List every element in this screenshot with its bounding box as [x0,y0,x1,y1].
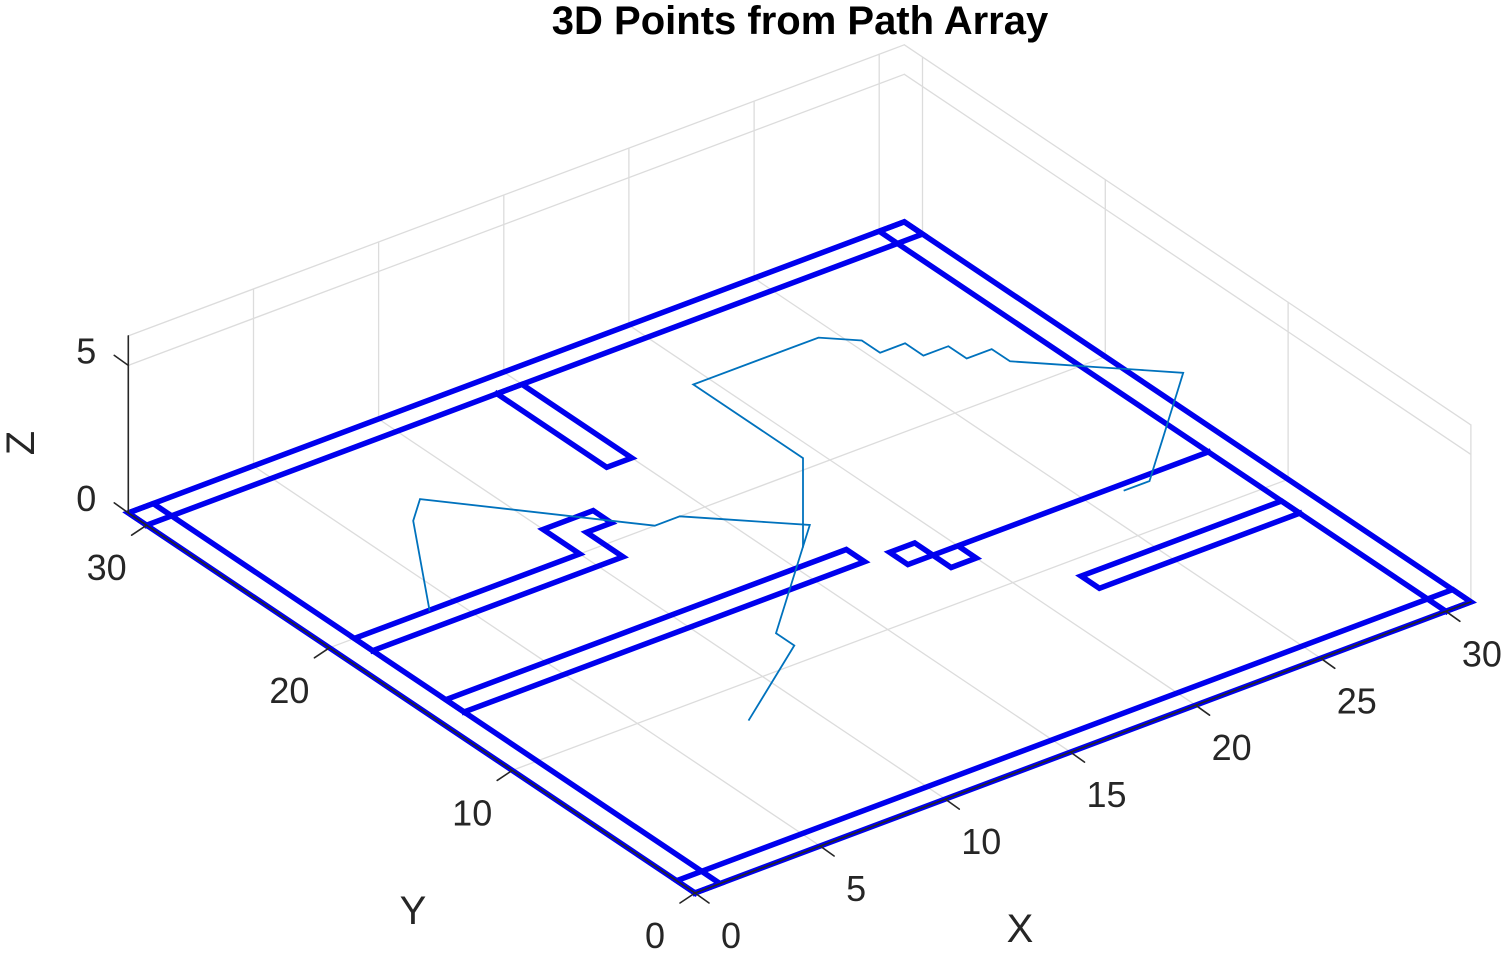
axis-layer: 0 5 10 15 20 25 30 0 10 20 30 0 5 [76,330,1502,956]
wall-inner-b [348,507,629,655]
x-tick-label-15: 15 [1086,774,1126,815]
grid-line-x-20 [628,324,1197,706]
grid-line-x-5 [252,465,821,847]
path-series-2 [412,498,812,612]
x-axis-line [694,601,1472,894]
y-axis-label: Y [400,889,427,933]
x-tick-20 [1194,704,1211,717]
box-top-edge-side [903,44,1472,426]
x-tick-25 [1320,657,1336,670]
z-tick-label-5: 5 [76,330,96,371]
wall-inner-c [493,381,638,471]
x-tick-label-20: 20 [1212,727,1252,768]
wall-inner-d [1075,497,1304,592]
x-tick-10 [944,798,961,810]
wall-outer-left [122,500,726,897]
y-tick-20 [313,646,331,659]
wall-inner-e [883,448,1212,571]
grid-side-z-5 [903,73,1472,456]
path-series-1 [691,336,1185,722]
x-tick-label-10: 10 [961,821,1001,862]
x-tick-label-0: 0 [721,915,741,956]
box-top-edge-back [127,44,905,337]
wall-outer-bottom [670,586,1477,897]
x-tick-0 [694,892,710,904]
x-tick-label-25: 25 [1337,680,1377,721]
y-tick-label-10: 10 [452,792,492,833]
z-tick-label-0: 0 [76,478,96,519]
x-tick-15 [1069,751,1086,763]
z-tick-5 [113,354,130,367]
path-layer [412,336,1185,722]
y-tick-30 [130,524,148,537]
x-tick-5 [819,845,835,857]
x-tick-label-30: 30 [1462,633,1502,674]
y-axis-line [127,512,696,894]
y-tick-label-30: 30 [87,547,127,588]
wall-inner-a [439,546,871,716]
chart-title: 3D Points from Path Array [552,0,1049,43]
grid-line-y-10 [511,478,1289,772]
x-axis-label: X [1007,907,1034,951]
z-tick-0 [113,502,130,514]
y-tick-label-20: 20 [269,670,309,711]
grid-line-x-10 [377,418,946,800]
y-tick-10 [496,769,514,782]
grid-line-x-25 [753,277,1322,659]
z-axis-label: Z [0,431,43,455]
y-tick-0 [679,892,696,904]
grid-back-z-5 [127,73,905,367]
x-tick-label-5: 5 [846,868,866,909]
y-tick-label-0: 0 [645,915,665,956]
x-tick-30 [1445,610,1461,623]
